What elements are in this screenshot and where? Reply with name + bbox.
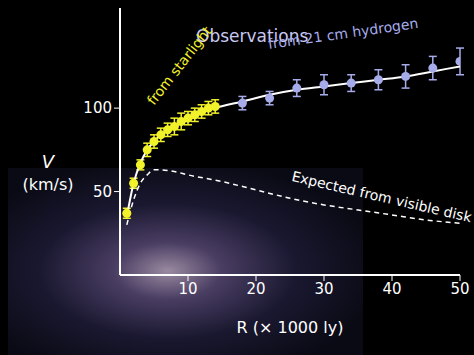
svg-text:50: 50	[450, 280, 469, 298]
html-text:from 21 cm hydrogen: from 21 cm hydrogen	[266, 15, 420, 52]
svg-text:30: 30	[314, 280, 333, 298]
html-text:Expected from visible disk: Expected from visible disk	[290, 168, 474, 226]
svg-text:50: 50	[93, 183, 112, 201]
html-text:Observations: Observations	[196, 26, 309, 46]
svg-text:20: 20	[246, 280, 265, 298]
svg-text:100: 100	[83, 99, 112, 117]
svg-text:V(km/s): V(km/s)	[22, 151, 73, 194]
html-text:from starlight: from starlight	[143, 23, 215, 108]
svg-text:10: 10	[178, 280, 197, 298]
svg-text:R (× 1000 ly): R (× 1000 ly)	[237, 318, 344, 337]
svg-text:40: 40	[382, 280, 401, 298]
